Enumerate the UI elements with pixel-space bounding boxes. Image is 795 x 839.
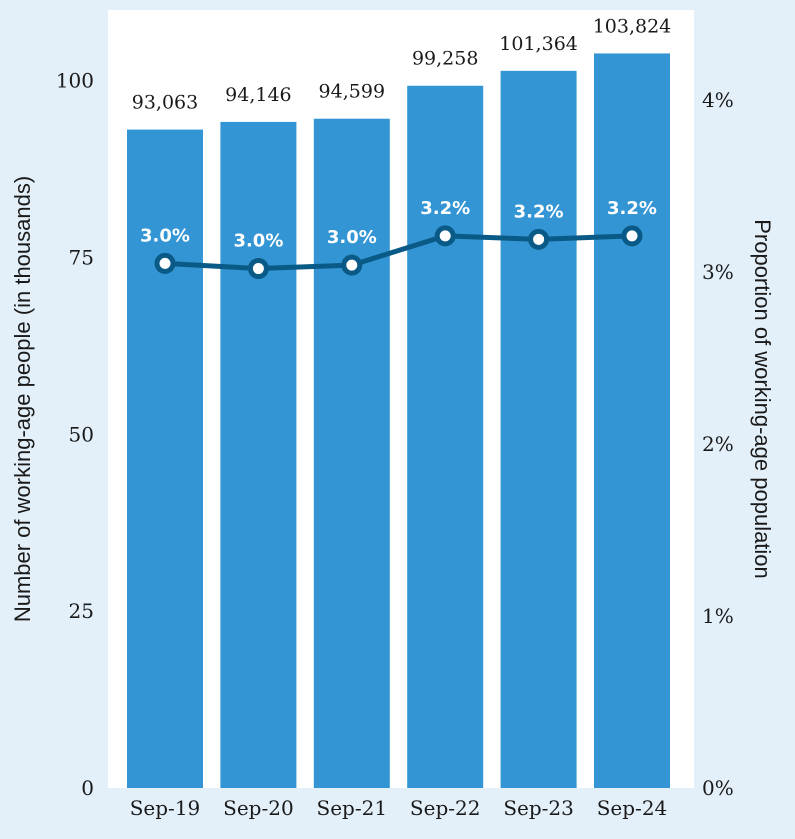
y2-tick-label: 1% xyxy=(702,604,734,628)
x-tick-label: Sep-23 xyxy=(503,796,574,820)
bar xyxy=(500,70,577,788)
y2-axis-ticks: 0% 1% 2% 3% 4% xyxy=(702,88,734,800)
x-axis-ticks: Sep-19 Sep-20 Sep-21 Sep-22 Sep-23 Sep-24 xyxy=(130,796,668,820)
line-value-label: 3.2% xyxy=(607,198,657,219)
x-tick-label: Sep-19 xyxy=(130,796,201,820)
line-marker xyxy=(247,258,269,280)
y-tick-label: 75 xyxy=(69,245,94,269)
line-value-label: 3.0% xyxy=(140,225,190,246)
x-tick-label: Sep-20 xyxy=(223,796,294,820)
y-axis-ticks: 0 25 50 75 100 xyxy=(56,69,94,801)
line-marker xyxy=(621,225,643,247)
bar xyxy=(407,85,484,789)
y-axis-title: Number of working-age people (in thousan… xyxy=(10,176,35,622)
x-tick-label: Sep-22 xyxy=(410,796,481,820)
y-tick-label: 100 xyxy=(56,69,94,93)
y-tick-label: 0 xyxy=(81,776,94,800)
line-value-label: 3.2% xyxy=(420,198,470,219)
y2-axis-title: Proportion of working-age population xyxy=(750,219,775,579)
bar-labels-group: 93,063 94,146 94,599 99,258 101,364 103,824 xyxy=(132,15,672,113)
y2-tick-label: 3% xyxy=(702,260,734,284)
bar-value-label: 94,146 xyxy=(225,84,291,106)
bar-value-label: 99,258 xyxy=(412,48,478,70)
line-series-group: 3.0% 3.0% 3.0% 3.2% 3.2% 3.2% xyxy=(140,198,657,280)
y-tick-label: 50 xyxy=(69,422,94,446)
bar xyxy=(313,118,390,788)
bar xyxy=(594,53,670,789)
y2-tick-label: 2% xyxy=(702,432,734,456)
x-tick-label: Sep-24 xyxy=(597,796,668,820)
bar-value-label: 103,824 xyxy=(593,15,672,37)
line-value-label: 3.0% xyxy=(327,227,377,248)
line-marker xyxy=(434,225,456,247)
line-marker xyxy=(154,252,176,274)
y-tick-label: 25 xyxy=(69,599,94,623)
line-value-label: 3.2% xyxy=(514,201,564,222)
x-tick-label: Sep-21 xyxy=(317,796,388,820)
bars-group xyxy=(127,53,670,789)
bar xyxy=(220,121,297,788)
bar-value-label: 93,063 xyxy=(132,92,198,114)
y2-tick-label: 0% xyxy=(702,776,734,800)
bar-value-label: 94,599 xyxy=(319,81,385,103)
line-value-label: 3.0% xyxy=(233,231,283,252)
bar-value-label: 101,364 xyxy=(499,33,578,55)
bar xyxy=(127,129,203,788)
line-marker xyxy=(341,254,363,276)
line-marker xyxy=(528,228,550,250)
proportion-line xyxy=(162,233,635,272)
y2-tick-label: 4% xyxy=(702,88,734,112)
